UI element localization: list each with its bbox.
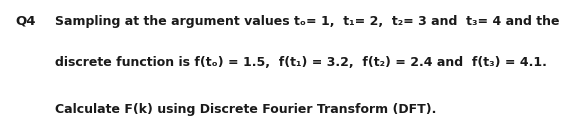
Text: discrete function is f(tₒ) = 1.5,  f(t₁) = 3.2,  f(t₂) = 2.4 and  f(t₃) = 4.1.: discrete function is f(tₒ) = 1.5, f(t₁) … — [55, 56, 547, 69]
Text: Calculate F(k) using Discrete Fourier Transform (DFT).: Calculate F(k) using Discrete Fourier Tr… — [55, 102, 436, 116]
Text: Q4: Q4 — [15, 15, 36, 28]
Text: Sampling at the argument values tₒ= 1,  t₁= 2,  t₂= 3 and  t₃= 4 and the: Sampling at the argument values tₒ= 1, t… — [55, 15, 559, 28]
